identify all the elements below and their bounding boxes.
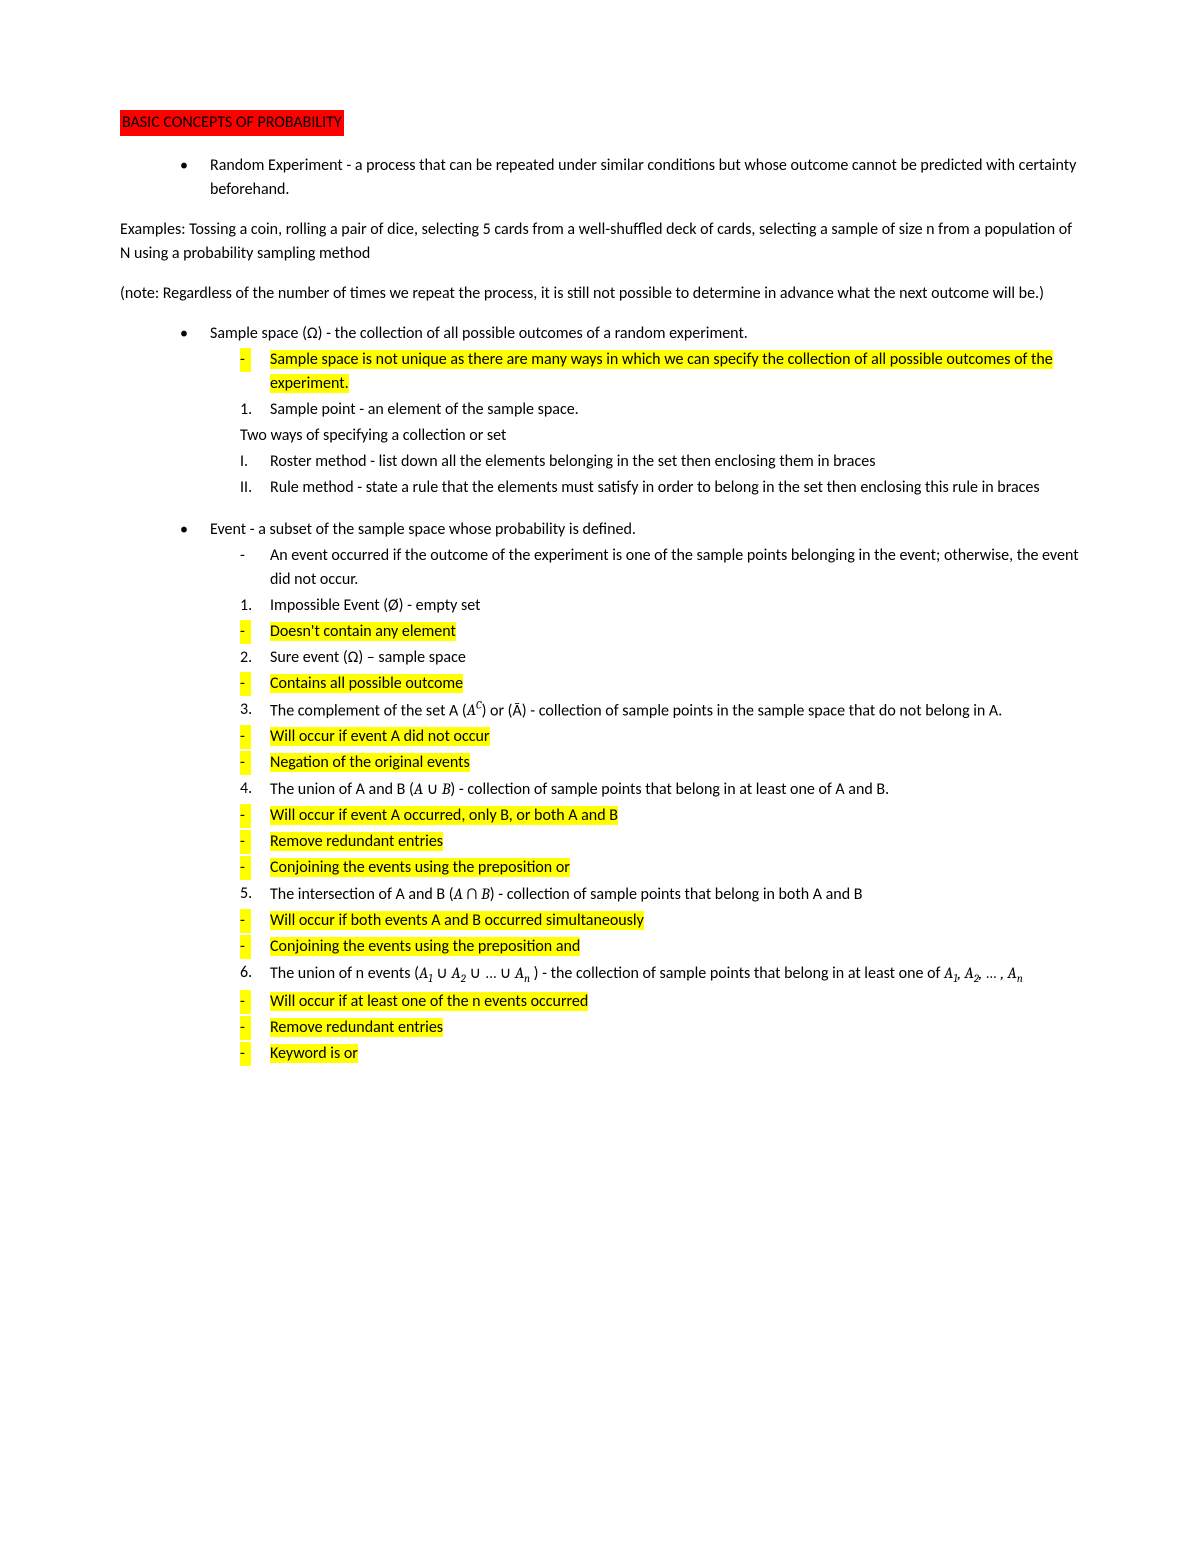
event-occurred: An event occurred if the outcome of the … (240, 544, 1080, 592)
bullet-sample-space: Sample space (Ω) - the collection of all… (180, 322, 1080, 346)
math-a-complement: AC (467, 701, 482, 719)
union-n: 6.The union of n events (A1 ∪ A2 ∪ … ∪ A… (240, 961, 1080, 988)
note-paragraph: (note: Regardless of the number of times… (120, 282, 1080, 306)
two-ways-heading: Two ways of specifying a collection or s… (240, 424, 1080, 448)
rule-method: II.Rule method - state a rule that the e… (240, 476, 1080, 500)
sure-hl: -Contains all possible outcome (240, 672, 1080, 696)
bullet-event: Event - a subset of the sample space who… (180, 518, 1080, 542)
complement-hl1: -Will occur if event A did not occur (240, 725, 1080, 749)
sure-event: 2.Sure event (Ω) – sample space (240, 646, 1080, 670)
union-hl3: -Conjoining the events using the preposi… (240, 856, 1080, 880)
math-a-union-b: A (414, 780, 427, 798)
complement-event: 3.The complement of the set A (AC) or (Ā… (240, 698, 1080, 723)
roster-method: I.Roster method - list down all the elem… (240, 450, 1080, 474)
inter-hl2: -Conjoining the events using the preposi… (240, 935, 1080, 959)
union-hl2: -Remove redundant entries (240, 830, 1080, 854)
complement-hl2: -Negation of the original events (240, 751, 1080, 775)
union-n-hl1: -Will occur if at least one of the n eve… (240, 990, 1080, 1014)
impossible-hl: -Doesn't contain any element (240, 620, 1080, 644)
impossible-event: 1.Impossible Event (Ø) - empty set (240, 594, 1080, 618)
intersection-ab: 5.The intersection of A and B (A ∩ B) - … (240, 882, 1080, 907)
title-text: BASIC CONCEPTS OF PROBABILITY (120, 110, 344, 136)
inter-hl1: -Will occur if both events A and B occur… (240, 909, 1080, 933)
union-n-hl3: -Keyword is or (240, 1042, 1080, 1066)
sample-point: 1.Sample point - an element of the sampl… (240, 398, 1080, 422)
math-a-list: A1, A2, … , An (944, 964, 1023, 982)
union-ab: 4.The union of A and B (A ∪ B) - collect… (240, 777, 1080, 802)
math-union-n: A1 (419, 964, 436, 982)
union-n-hl2: -Remove redundant entries (240, 1016, 1080, 1040)
math-a-inter-b: A (454, 885, 467, 903)
page-title: BASIC CONCEPTS OF PROBABILITY (120, 110, 1080, 154)
examples-paragraph: Examples: Tossing a coin, rolling a pair… (120, 218, 1080, 266)
bullet-random-experiment: Random Experiment - a process that can b… (180, 154, 1080, 202)
sample-space-note: -Sample space is not unique as there are… (240, 348, 1080, 396)
union-hl1: -Will occur if event A occurred, only B,… (240, 804, 1080, 828)
page-content: BASIC CONCEPTS OF PROBABILITY Random Exp… (120, 110, 1080, 1066)
